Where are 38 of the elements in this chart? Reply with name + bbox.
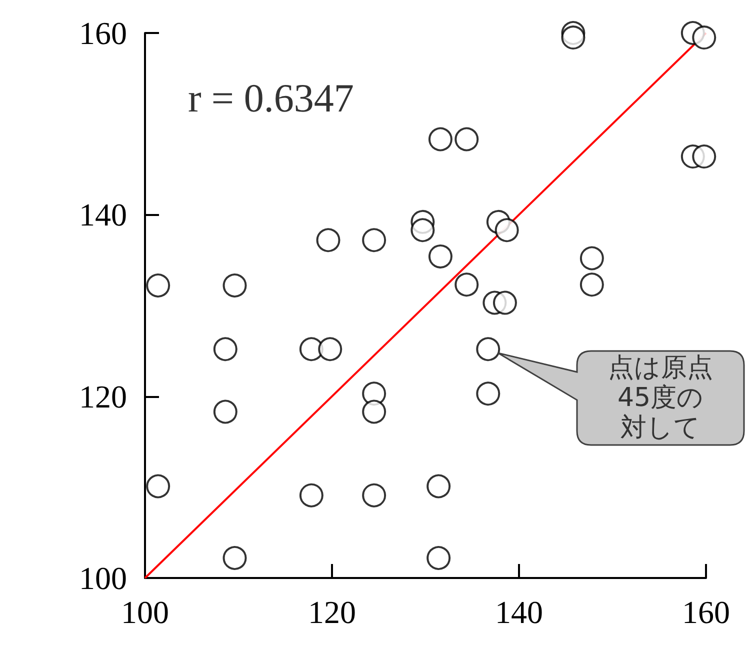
point	[692, 144, 716, 169]
y-tick-label: 120	[79, 378, 127, 414]
point	[454, 127, 479, 152]
point	[428, 244, 452, 268]
point	[299, 483, 324, 508]
y-tick-label: 140	[79, 196, 127, 233]
annotation: r = 0.6347	[188, 76, 354, 120]
point	[222, 274, 247, 298]
point	[213, 337, 238, 362]
point	[362, 483, 386, 508]
x-tick-label: 160	[682, 594, 730, 630]
annotation: 点は原点45度の対して	[607, 353, 714, 443]
point	[146, 274, 170, 298]
point	[476, 382, 500, 406]
point	[428, 127, 452, 152]
x-tick-label: 100	[121, 594, 169, 630]
point	[213, 400, 238, 424]
point	[316, 228, 340, 252]
point	[318, 337, 342, 362]
point	[580, 272, 604, 297]
point	[561, 26, 586, 50]
point	[426, 546, 451, 570]
point	[362, 228, 386, 252]
point	[222, 546, 247, 570]
x-tick-label: 140	[495, 594, 543, 630]
point	[454, 272, 479, 297]
y-tick-label: 160	[79, 15, 127, 51]
point	[362, 400, 386, 424]
point	[580, 246, 604, 270]
point	[146, 474, 170, 498]
point	[426, 474, 451, 498]
y-tick-label: 100	[79, 560, 127, 596]
point	[494, 218, 519, 242]
point	[410, 218, 435, 242]
point	[493, 290, 517, 315]
point	[692, 26, 716, 50]
x-tick-label: 120	[308, 594, 356, 630]
point	[476, 337, 500, 362]
